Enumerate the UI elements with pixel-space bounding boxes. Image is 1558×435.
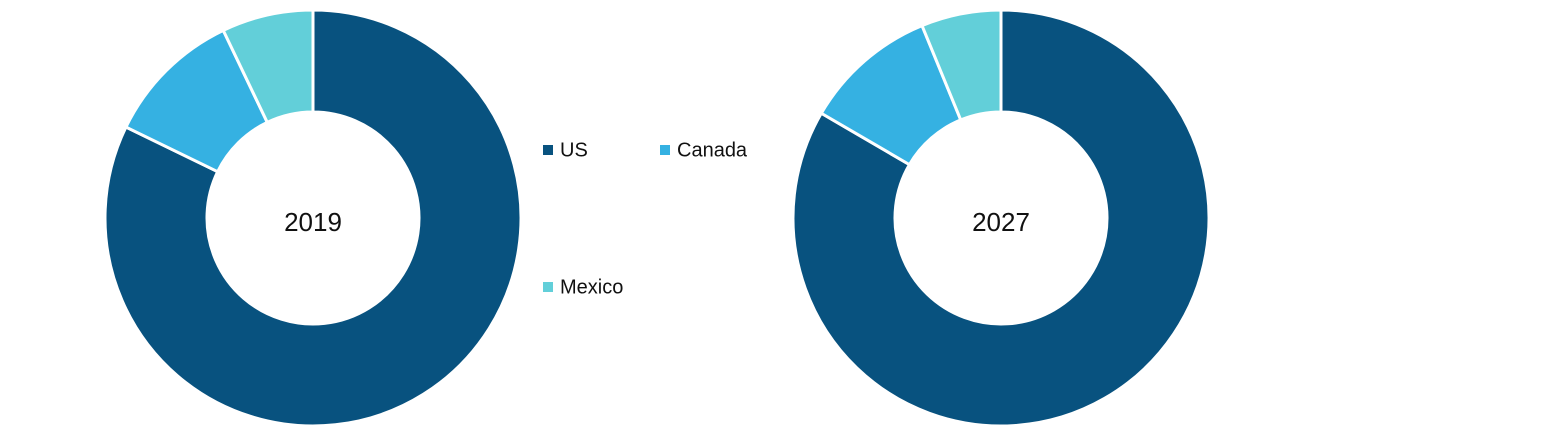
center-label: 2019 [284, 207, 342, 237]
donut-slice [791, 8, 1211, 428]
legend-label: US [560, 139, 588, 161]
legend-swatch [660, 145, 670, 155]
donut-slice [221, 8, 315, 125]
center-label: 2027 [972, 207, 1030, 237]
donut-slice [920, 8, 1003, 122]
donut-slice [103, 8, 523, 428]
legend-label: Canada [677, 139, 748, 161]
legend-swatch [543, 282, 553, 292]
legend-swatch [543, 145, 553, 155]
legend-label: Mexico [560, 276, 623, 298]
